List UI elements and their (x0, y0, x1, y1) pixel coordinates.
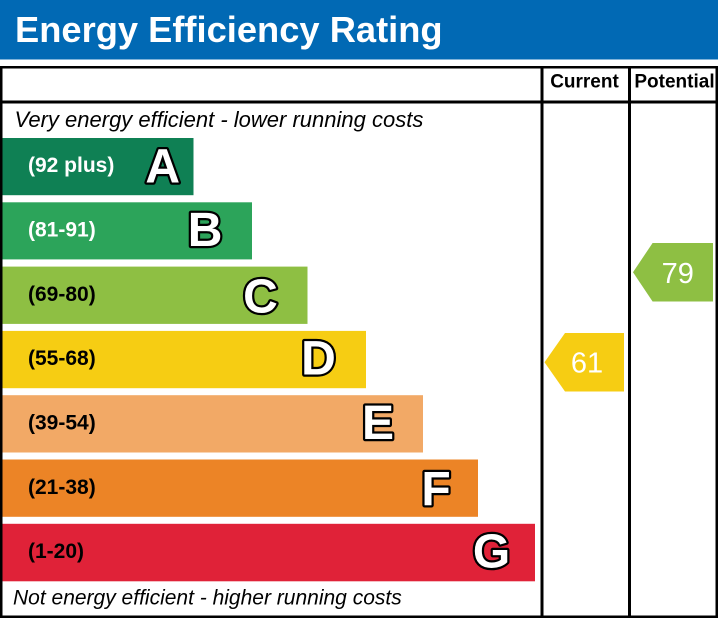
svg-text:(69-80): (69-80) (28, 283, 96, 306)
svg-text:Energy Efficiency Rating: Energy Efficiency Rating (15, 9, 443, 50)
svg-text:F: F (421, 463, 450, 516)
svg-text:C: C (243, 270, 278, 323)
svg-text:B: B (188, 204, 223, 257)
svg-text:(21-38): (21-38) (28, 476, 96, 499)
svg-text:(92 plus): (92 plus) (28, 154, 114, 177)
svg-text:E: E (362, 397, 394, 450)
svg-text:Potential: Potential (634, 72, 714, 93)
svg-text:G: G (473, 526, 510, 579)
svg-text:Current: Current (550, 72, 619, 93)
svg-text:(1-20): (1-20) (28, 540, 84, 563)
svg-text:(55-68): (55-68) (28, 347, 96, 370)
svg-text:(81-91): (81-91) (28, 219, 96, 242)
svg-text:(39-54): (39-54) (28, 412, 96, 435)
svg-text:Very energy efficient - lower: Very energy efficient - lower running co… (15, 107, 424, 132)
svg-text:A: A (145, 140, 180, 193)
svg-text:61: 61 (571, 347, 603, 379)
svg-text:D: D (301, 333, 336, 386)
svg-text:79: 79 (662, 258, 694, 290)
svg-text:Not energy efficient - higher: Not energy efficient - higher running co… (13, 587, 402, 610)
